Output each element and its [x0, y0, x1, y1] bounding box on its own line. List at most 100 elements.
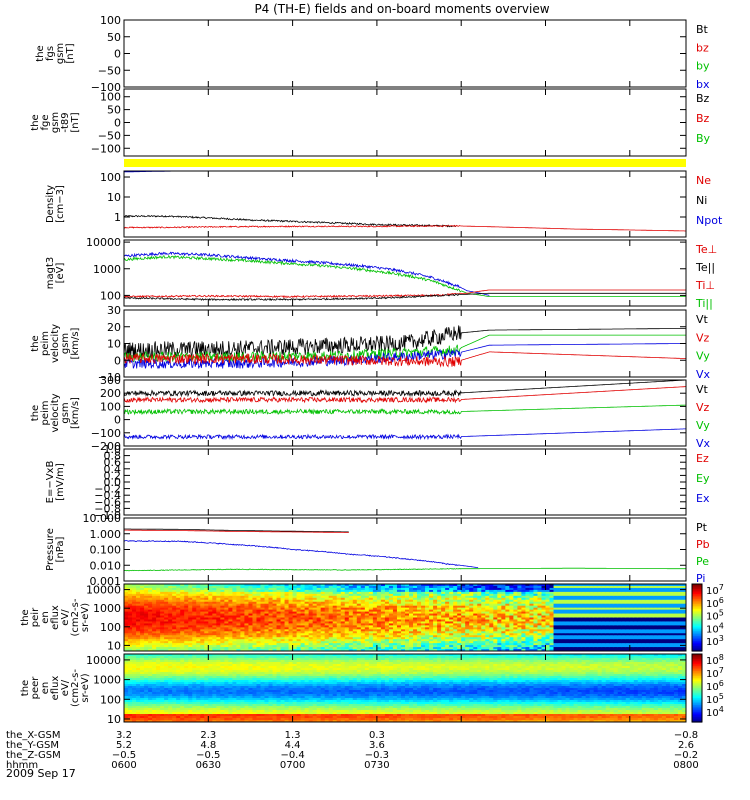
panel-mode-bar — [124, 159, 686, 167]
legend-entry: By — [696, 132, 711, 145]
y-tick-label: 1000 — [93, 602, 121, 615]
x-tick-label: −0.5 — [196, 750, 220, 761]
y-tick-label: 1.000 — [90, 528, 122, 541]
y-axis-label: sr-eV) — [80, 603, 91, 632]
y-tick-label: 100 — [100, 91, 121, 104]
y-axis-label: Density — [45, 185, 56, 223]
y-axis-label: [nT] — [65, 43, 76, 63]
legend-entry: Pi — [696, 572, 705, 585]
colorbar-tick-label: 106 — [706, 596, 724, 610]
legend-entry: Ti⊥ — [695, 279, 715, 292]
x-tick-label: −0.5 — [112, 750, 136, 761]
y-axis-label: the — [20, 680, 31, 696]
legend-entry: Pt — [696, 521, 708, 534]
panel-frame — [123, 170, 687, 238]
series-line-red — [124, 289, 686, 299]
legend-entry: Vz — [696, 401, 710, 414]
legend-entry: Npot — [696, 214, 723, 227]
legend-entry: Ne — [696, 174, 711, 187]
y-axis-label: velocity — [50, 324, 61, 363]
series-line-red — [124, 529, 349, 533]
y-axis-label: (cm2-s- — [70, 598, 81, 636]
y-tick-label: 0.001 — [90, 575, 122, 588]
x-tick-label: 4.8 — [200, 740, 216, 751]
x-tick-label: 0800 — [673, 760, 698, 771]
y-axis-label: gsm — [55, 43, 66, 64]
y-tick-label: 0 — [114, 117, 121, 130]
x-tick-label: 0730 — [364, 760, 389, 771]
x-axis-row-label: the_X-GSM — [6, 730, 60, 741]
plot-title: P4 (TH-E) fields and on-board moments ov… — [254, 2, 549, 16]
mode-bar — [124, 159, 686, 167]
y-tick-label: 100 — [100, 289, 121, 302]
y-tick-label: 100 — [100, 14, 121, 27]
series-line-green — [124, 404, 686, 416]
y-tick-label: 0.100 — [90, 544, 122, 557]
y-axis-label: [nPa] — [55, 536, 66, 562]
y-axis-label: the — [35, 45, 46, 61]
x-tick-label: 0700 — [280, 760, 305, 771]
colorbar-tick-label: 103 — [706, 634, 724, 648]
y-axis-label: peer — [30, 676, 41, 700]
x-tick-label: −0.4 — [280, 750, 304, 761]
y-axis-label: peim — [40, 331, 51, 356]
y-axis-label: eV/ — [60, 609, 71, 626]
y-tick-label: −100 — [91, 427, 121, 440]
y-tick-label: 1 — [114, 211, 121, 224]
series-line-blue — [124, 540, 479, 569]
legend-entry: Vx — [696, 437, 711, 450]
legend-entry: Pb — [696, 538, 710, 551]
series-line-red — [124, 386, 686, 404]
y-tick-label: 1000 — [93, 263, 121, 276]
y-axis-label: eflux — [50, 605, 61, 630]
y-axis-label: [cm−3] — [55, 185, 66, 223]
y-tick-label: 10 — [107, 338, 121, 351]
x-tick-label: −0.8 — [674, 730, 698, 741]
spectrogram-peir — [124, 584, 686, 651]
y-axis-label: the — [30, 114, 41, 130]
legend-entry: Bz — [696, 112, 710, 125]
y-axis-label: -t89 — [60, 112, 71, 132]
y-tick-label: 300 — [100, 374, 121, 387]
series-line-blue — [124, 428, 686, 441]
y-tick-label: 0 — [114, 48, 121, 61]
legend-entry: Bz — [696, 92, 710, 105]
y-tick-label: −0.4 — [94, 489, 121, 502]
legend-entry: Vy — [696, 419, 710, 432]
spectrogram-peer — [124, 654, 686, 722]
y-axis-label: [nT] — [70, 112, 81, 132]
y-tick-label: −0.8 — [94, 502, 121, 515]
y-axis-label: gsm — [50, 112, 61, 133]
y-tick-label: −50 — [98, 129, 121, 142]
colorbar-tick-label: 105 — [706, 609, 724, 623]
legend-entry: Ni — [696, 194, 707, 207]
series-line-red — [124, 351, 686, 368]
x-tick-label: 2.3 — [200, 730, 216, 741]
legend-entry: Ex — [696, 492, 710, 505]
y-axis-label: en — [40, 682, 51, 695]
y-tick-label: 1000 — [93, 674, 121, 687]
x-tick-label: 0600 — [111, 760, 136, 771]
panel-frame — [123, 88, 687, 157]
y-axis-label: gsm — [60, 333, 71, 354]
y-tick-label: 10.000 — [83, 512, 122, 525]
y-tick-label: 100 — [100, 693, 121, 706]
y-tick-label: −10 — [98, 371, 121, 384]
y-tick-label: 0.010 — [90, 559, 122, 572]
panel-frame — [123, 379, 687, 447]
x-tick-label: 4.4 — [285, 740, 301, 751]
panel-pressure: 10.000 1.000 0.100 0.010 0.001 Pressure [nPa] P… — [45, 512, 710, 588]
y-tick-label: 200 — [100, 387, 121, 400]
y-tick-label: −0.2 — [94, 483, 121, 496]
y-axis-label: eV/ — [60, 679, 71, 696]
legend-entry: Vy — [696, 350, 710, 363]
x-tick-label: 3.2 — [116, 730, 132, 741]
y-axis-label: magt3 — [45, 257, 56, 290]
y-axis-label: (cm2-s- — [70, 669, 81, 707]
panel-efield: 1.00.80.60.40.20.0−0.2−0.4−0.6−0.8−1.0 E=… — [45, 443, 710, 522]
